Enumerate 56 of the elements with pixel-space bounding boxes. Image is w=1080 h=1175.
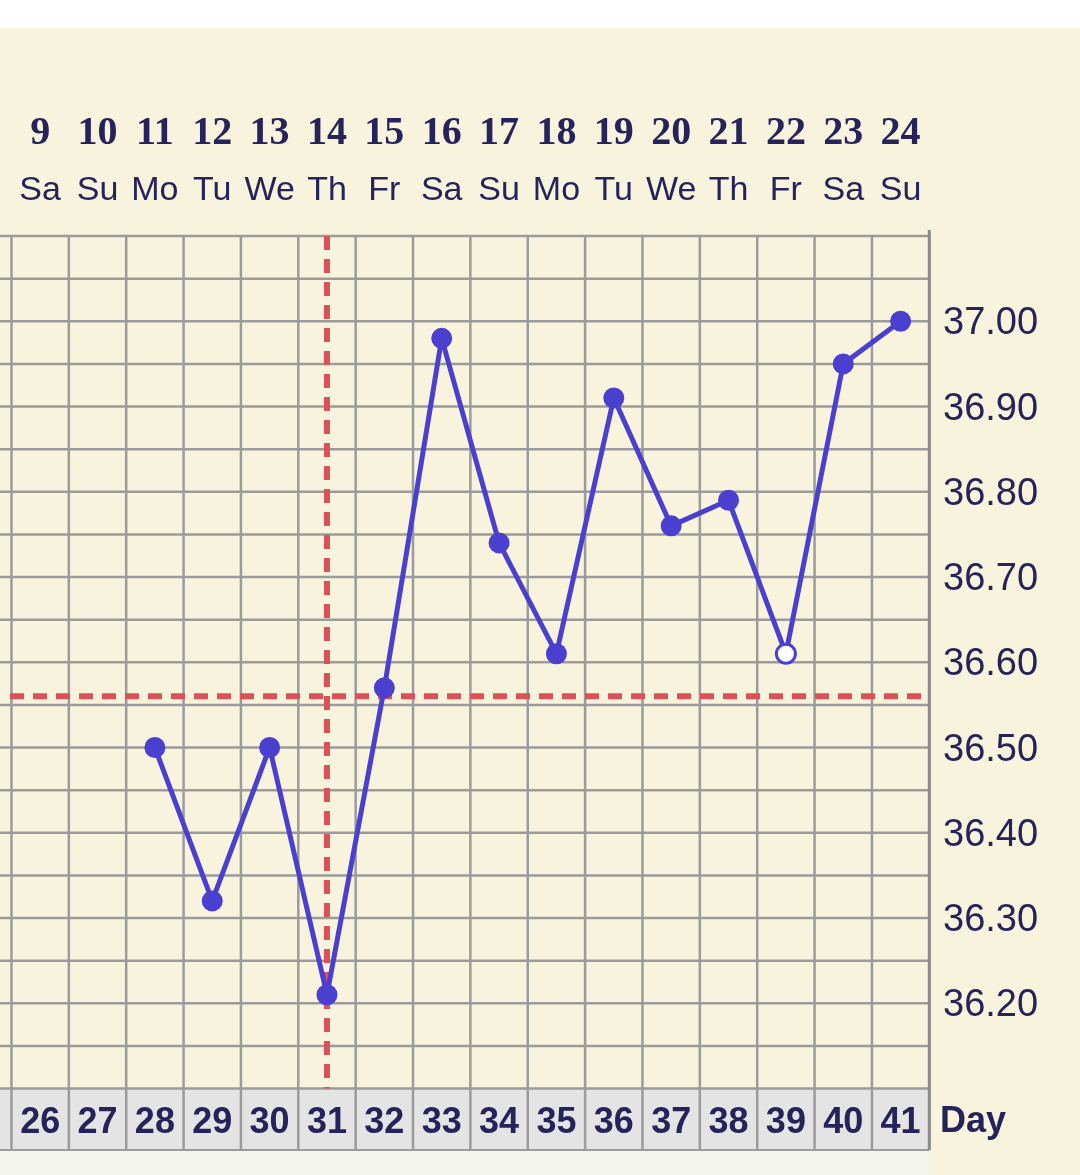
point <box>373 677 395 699</box>
x-tick-label: 33 <box>421 1099 462 1141</box>
x-tick-label: 35 <box>536 1099 577 1141</box>
point <box>488 532 510 554</box>
y-tick-label: 37.00 <box>943 300 1039 343</box>
y-tick-label: 36.30 <box>943 897 1039 939</box>
x2-tick-label: 18 Mo <box>532 108 581 207</box>
y-tick-label: 36.50 <box>943 726 1039 769</box>
x-tick-label: 39 <box>765 1099 806 1141</box>
y-tick-label: 36.60 <box>943 641 1039 684</box>
x-tick-label: 32 <box>364 1099 405 1141</box>
x-tick-label: 26 <box>20 1099 61 1141</box>
x2-tick-label: 10 Su <box>76 108 119 207</box>
y-tick-label: 36.80 <box>943 470 1039 513</box>
x2-tick-label: 16 Sa <box>420 108 463 207</box>
point <box>718 489 740 511</box>
x-tick-label: 27 <box>77 1099 118 1141</box>
y-tick-label: 36.70 <box>943 556 1039 598</box>
x2-tick-label: 19 Tu <box>593 108 634 207</box>
x2-tick-label: 21 Th <box>708 108 749 207</box>
x-tick-label: 38 <box>708 1099 749 1141</box>
point <box>890 310 912 332</box>
x-tick-label: 37 <box>651 1099 692 1141</box>
point <box>316 984 338 1006</box>
point <box>832 353 854 375</box>
point <box>144 737 166 758</box>
x2-tick-label: 13 We <box>244 108 295 207</box>
point <box>660 515 682 537</box>
x2-tick-label: 9 Sa <box>19 108 62 207</box>
point <box>774 642 797 665</box>
point <box>201 890 223 912</box>
x2-tick-label: 11 Mo <box>131 108 179 207</box>
x2-tick-label: 20 We <box>645 108 697 207</box>
point <box>603 387 625 409</box>
y-tick-label: 36.90 <box>943 385 1039 428</box>
point <box>545 643 567 665</box>
y-tick-label: 36.20 <box>943 982 1039 1025</box>
x-tick-label: 40 <box>823 1099 864 1141</box>
x-tick-label: 29 <box>192 1099 233 1141</box>
x2-tick-label: 17 Su <box>478 108 520 207</box>
x2-tick-label: 14 Th <box>306 108 347 207</box>
x-tick-label: 34 <box>479 1099 520 1141</box>
point <box>259 737 281 758</box>
x-tick-label: 28 <box>134 1099 175 1141</box>
x2-tick-label: 23 Sa <box>822 108 865 207</box>
y-tick-label: 36.40 <box>943 811 1039 854</box>
x2-tick-label: 24 Su <box>879 108 922 207</box>
x-tick-label: 36 <box>593 1099 634 1141</box>
x2-tick-label: 22 Fr <box>765 108 806 207</box>
x-tick-label: 31 <box>306 1099 347 1141</box>
x2-tick-label: 15 Fr <box>364 108 405 207</box>
x2-tick-label: 12 Tu <box>192 108 233 207</box>
x-tick-label: 41 <box>880 1099 921 1141</box>
point <box>431 327 453 349</box>
x-tick-label: 30 <box>249 1099 290 1141</box>
x-axis-title: Day <box>940 1098 1007 1140</box>
